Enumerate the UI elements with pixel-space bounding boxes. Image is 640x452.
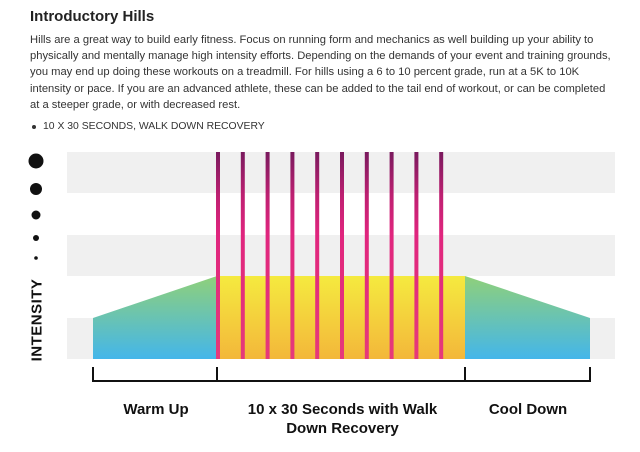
warm-up-ramp xyxy=(93,276,217,359)
phase-label-warm-up: Warm Up xyxy=(123,401,189,418)
page-title: Introductory Hills xyxy=(30,8,155,25)
workout-description: Hills are a great way to build early fit… xyxy=(30,34,611,111)
interval-bar xyxy=(389,152,394,359)
y-axis-label: INTENSITY xyxy=(28,278,46,362)
intensity-dot-icon xyxy=(30,183,42,195)
bullet-dot-icon xyxy=(32,124,36,129)
interval-bar xyxy=(364,152,369,359)
interval-bar xyxy=(340,152,344,359)
intensity-dot-icon xyxy=(34,256,38,260)
workout-bullet-list: 10 X 30 SECONDS, WALK DOWN RECOVERY xyxy=(32,121,265,132)
cool-down-ramp xyxy=(465,276,590,359)
interval-bar xyxy=(439,152,444,359)
phase-bracket xyxy=(92,367,591,382)
intensity-dot-icon xyxy=(28,153,44,169)
interval-bar xyxy=(315,152,320,359)
interval-bar xyxy=(240,152,245,359)
interval-bar xyxy=(414,152,419,359)
phase-label-cool-down: Cool Down xyxy=(488,401,568,418)
interval-bar xyxy=(265,152,270,359)
interval-bars xyxy=(216,152,444,359)
bullet-item: 10 X 30 SECONDS, WALK DOWN RECOVERY xyxy=(43,121,265,132)
intensity-dot-icon xyxy=(31,210,41,220)
phase-label-main-set: 10 x 30 Seconds with Walk Down Recovery xyxy=(247,401,438,437)
intensity-dot-icon xyxy=(33,235,39,241)
interval-bar xyxy=(216,152,220,359)
interval-bar xyxy=(290,152,295,359)
